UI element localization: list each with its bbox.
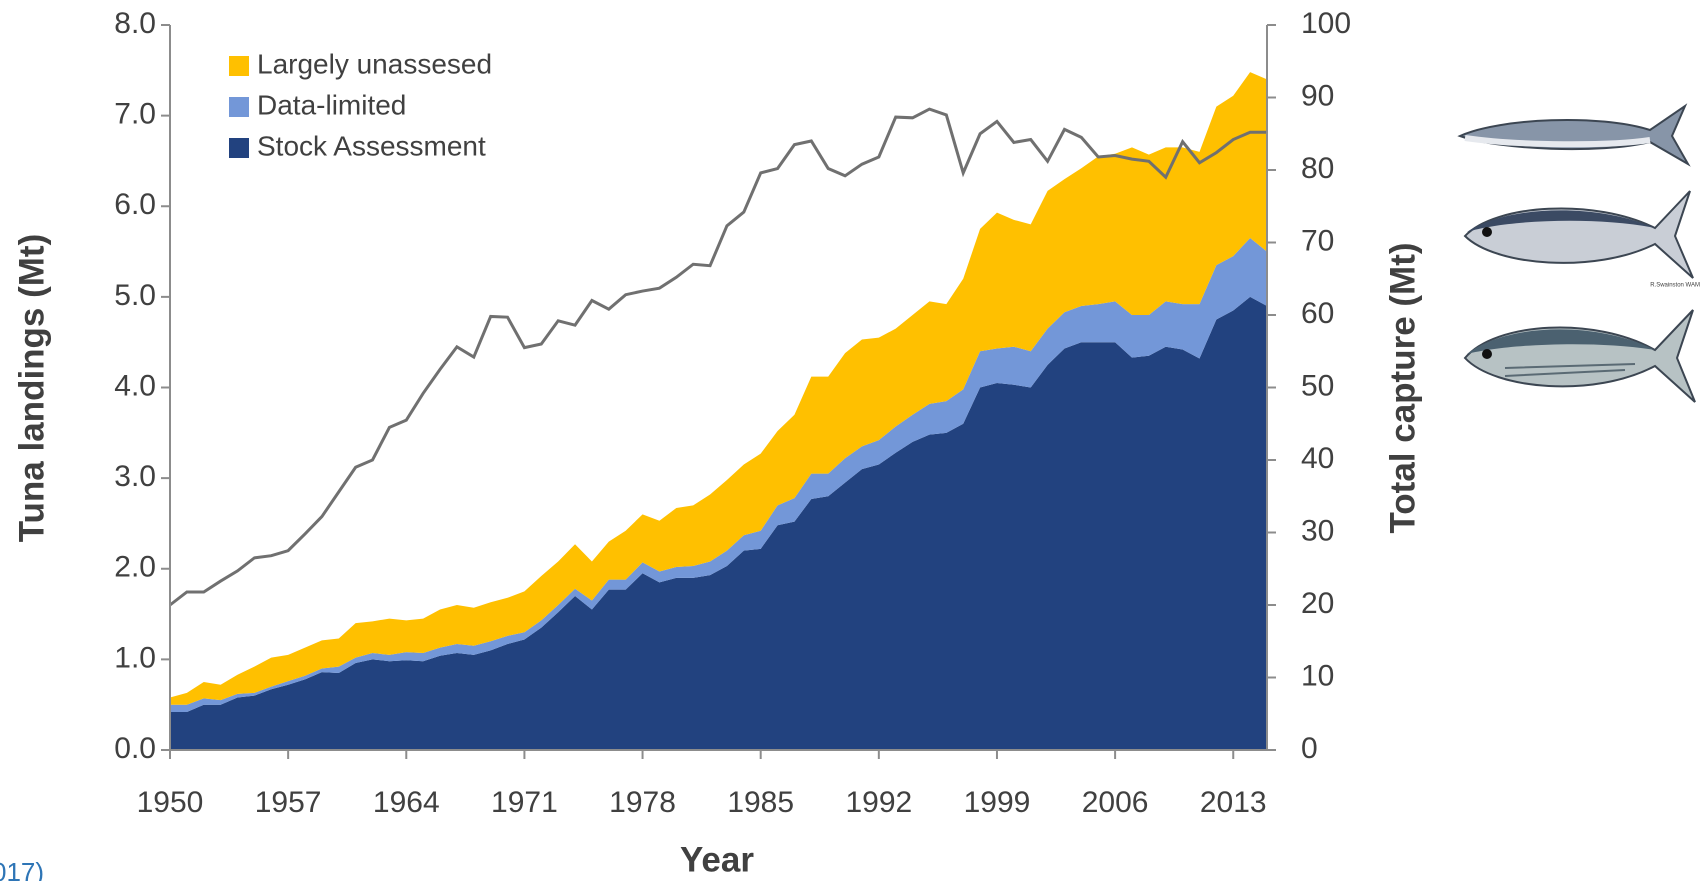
x-tick-label: 1957 bbox=[255, 786, 322, 819]
area bbox=[170, 237, 1267, 712]
y-tick-label: 3.0 bbox=[114, 460, 156, 493]
y2-tick-label: 20 bbox=[1301, 587, 1334, 620]
x-tick-label: 2006 bbox=[1082, 786, 1149, 819]
legend-label: Data-limited bbox=[257, 89, 406, 120]
x-tick-label: 1971 bbox=[491, 786, 558, 819]
legend-swatch bbox=[229, 138, 249, 158]
line bbox=[169, 107, 1267, 607]
y-tick-label: 5.0 bbox=[114, 279, 156, 312]
y2-tick-label: 30 bbox=[1301, 514, 1334, 547]
y2-tick-label: 10 bbox=[1301, 659, 1334, 692]
x-tick-label: 1950 bbox=[137, 786, 204, 819]
x-axis-title: Year bbox=[680, 840, 754, 879]
fish-illustrations bbox=[1457, 103, 1696, 403]
y-tick-label: 8.0 bbox=[114, 7, 156, 40]
y-tick-label: 4.0 bbox=[114, 369, 156, 402]
fish bbox=[1463, 309, 1696, 403]
y2-tick-label: 100 bbox=[1301, 7, 1351, 40]
legend-swatch bbox=[229, 56, 249, 76]
y-tick-label: 7.0 bbox=[114, 98, 156, 131]
y-axis-title: Tuna landings (Mt) bbox=[12, 234, 51, 542]
x-tick-label: 1985 bbox=[727, 786, 794, 819]
plot-area bbox=[169, 72, 1267, 750]
x-tick-label: 1992 bbox=[845, 786, 912, 819]
y2-axis-title: Total capture (Mt) bbox=[1383, 242, 1422, 533]
y-tick-label: 2.0 bbox=[114, 551, 156, 584]
fish bbox=[1457, 103, 1691, 167]
credit: R.Swainston WAM bbox=[1650, 283, 1700, 289]
area bbox=[170, 72, 1267, 705]
y2-tick-label: 40 bbox=[1301, 442, 1334, 475]
legend-label: Largely unassesed bbox=[257, 48, 492, 79]
y2-tick-label: 0 bbox=[1301, 732, 1318, 765]
y2-tick-label: 70 bbox=[1301, 224, 1334, 257]
y2-tick-label: 60 bbox=[1301, 297, 1334, 330]
legend: Largely unassesed Data-limited Stock Asses… bbox=[229, 48, 492, 161]
legend-swatch bbox=[229, 97, 249, 117]
x-tick-label: 1978 bbox=[609, 786, 676, 819]
y-tick-label: 1.0 bbox=[114, 641, 156, 674]
source-note: 017) bbox=[0, 857, 44, 881]
y-tick-label: 6.0 bbox=[114, 188, 156, 221]
x-tick-label: 2013 bbox=[1200, 786, 1267, 819]
legend-label: Stock Assessment bbox=[257, 130, 486, 161]
y-tick-label: 0.0 bbox=[114, 732, 156, 765]
y2-tick-label: 90 bbox=[1301, 79, 1334, 112]
y2-tick-label: 80 bbox=[1301, 152, 1334, 185]
x-tick-label: 1999 bbox=[964, 786, 1031, 819]
x-tick-label: 1964 bbox=[373, 786, 440, 819]
fish bbox=[1463, 190, 1694, 279]
y2-tick-label: 50 bbox=[1301, 369, 1334, 402]
area bbox=[170, 296, 1267, 750]
